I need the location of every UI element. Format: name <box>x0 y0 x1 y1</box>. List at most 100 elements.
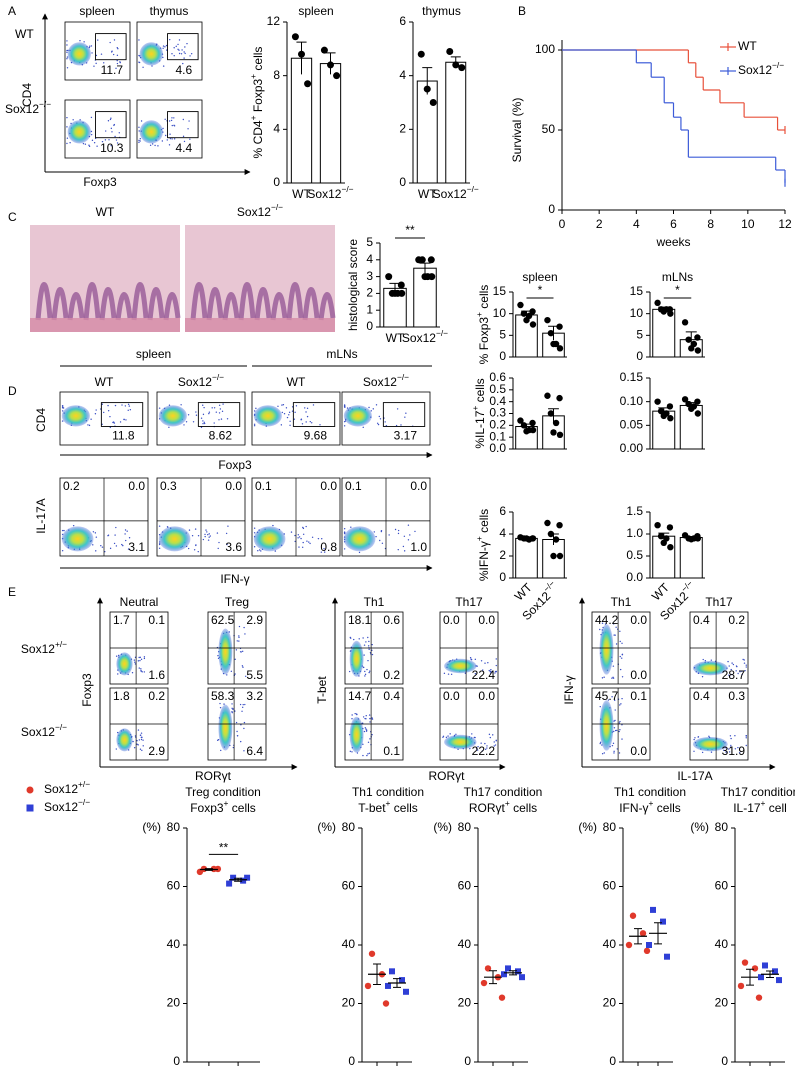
column-header: Sox12−/− <box>178 372 224 389</box>
event-dot <box>409 534 411 536</box>
event-dot <box>218 412 221 414</box>
event-dot <box>108 139 110 141</box>
event-dot <box>599 628 601 631</box>
gate <box>167 111 199 139</box>
data-point <box>291 33 299 41</box>
event-dot <box>173 138 176 140</box>
density-blob <box>116 652 133 676</box>
data-point <box>544 392 551 399</box>
image-label: WT <box>96 205 115 219</box>
event-dot <box>242 703 244 706</box>
quadrant-value: 0.0 <box>410 479 427 493</box>
event-dot <box>414 530 416 533</box>
event-dot <box>197 550 199 553</box>
event-dot <box>110 117 112 119</box>
event-dot <box>728 674 730 676</box>
event-dot <box>218 541 220 544</box>
event-dot <box>396 408 399 410</box>
event-dot <box>607 699 610 701</box>
event-dot <box>90 133 93 136</box>
event-dot <box>693 738 695 741</box>
density-blob <box>67 120 92 144</box>
event-dot <box>365 715 367 717</box>
event-dot <box>168 120 171 122</box>
event-dot <box>216 532 219 534</box>
event-dot <box>489 736 492 739</box>
event-dot <box>726 747 728 749</box>
event-dot <box>599 741 602 744</box>
event-dot <box>173 124 175 127</box>
event-dot <box>115 748 118 750</box>
event-dot <box>361 722 364 724</box>
event-dot <box>61 405 64 407</box>
row-label: Sox12−/− <box>21 722 67 739</box>
event-dot <box>230 670 233 673</box>
legend-label: WT <box>738 39 757 53</box>
event-dot <box>735 670 737 672</box>
event-dot <box>183 140 186 143</box>
event-dot <box>369 670 371 672</box>
event-dot <box>182 118 185 121</box>
tissue-fold <box>286 282 304 321</box>
tissue-fold <box>99 287 117 321</box>
event-dot <box>243 750 245 752</box>
event-dot <box>493 741 495 743</box>
event-dot <box>358 551 361 554</box>
event-dot <box>311 536 314 538</box>
event-dot <box>208 533 210 535</box>
event-dot <box>473 736 476 739</box>
event-dot <box>495 658 497 660</box>
event-dot <box>177 43 179 46</box>
event-dot <box>193 549 196 551</box>
event-dot <box>141 671 143 673</box>
y-tick-label: 0.2 <box>489 418 506 432</box>
event-dot <box>618 730 620 733</box>
event-dot <box>94 413 97 415</box>
event-dot <box>615 626 617 629</box>
y-tick-label: 2 <box>399 122 406 136</box>
event-dot <box>745 664 747 666</box>
gate <box>95 33 127 61</box>
column-header: Th17 <box>705 595 733 609</box>
event-dot <box>164 118 166 120</box>
y-tick-label: 0.5 <box>489 382 506 396</box>
event-dot <box>151 143 154 145</box>
event-dot <box>219 408 222 410</box>
event-dot <box>116 47 118 49</box>
event-dot <box>239 651 242 653</box>
bar <box>445 61 467 184</box>
density-blob <box>158 405 187 427</box>
axis-label: Foxp3 <box>80 673 94 707</box>
data-point <box>667 310 674 317</box>
data-point <box>505 965 511 972</box>
event-dot <box>253 410 256 412</box>
y-tick-label: 15 <box>493 284 507 298</box>
gate <box>167 33 199 61</box>
event-dot <box>290 531 293 533</box>
event-dot <box>220 749 222 752</box>
quadrant-value: 5.5 <box>246 668 263 682</box>
event-dot <box>741 670 743 673</box>
density-blob <box>599 624 614 675</box>
event-dot <box>362 637 364 639</box>
event-dot <box>351 717 353 720</box>
event-dot <box>208 412 210 415</box>
y-tick-label: 40 <box>715 937 729 951</box>
y-tick-label: 40 <box>458 937 472 951</box>
data-point <box>643 947 651 955</box>
chart-title: IFN-γ+ cells <box>619 798 681 815</box>
quadrant-value: 3.1 <box>128 540 145 554</box>
event-dot <box>356 713 358 716</box>
event-dot <box>115 526 117 529</box>
event-dot <box>443 672 446 675</box>
event-dot <box>343 420 346 423</box>
tissue-fold <box>147 287 165 321</box>
x-tick-label: 0 <box>559 217 566 231</box>
y-tick-label: 0 <box>548 202 555 216</box>
data-point <box>552 536 560 543</box>
event-dot <box>349 636 351 639</box>
quadrant-value: 0.0 <box>630 668 647 682</box>
chart-title: Th1 condition <box>614 785 686 799</box>
event-dot <box>200 417 203 419</box>
significance: * <box>675 283 680 297</box>
